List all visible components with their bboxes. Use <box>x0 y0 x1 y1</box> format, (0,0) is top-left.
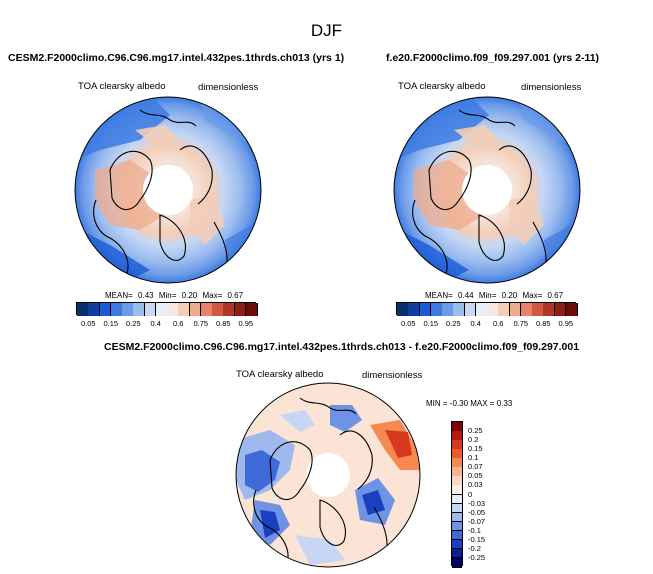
right-max-label: Max= <box>522 291 543 300</box>
colorbar-tick-label: 0.15 <box>423 319 439 328</box>
colorbar-tick-label: 0.05 <box>468 471 483 481</box>
colorbar-tick-label: 0.85 <box>215 319 231 328</box>
colorbar-tick-label: 0.4 <box>470 319 481 328</box>
colorbar-tick-label: 0.1 <box>468 453 479 463</box>
colorbar-tick-label: 0.75 <box>513 319 529 328</box>
right-colorbar: 0.05 0.15 0.25 0.4 0.6 0.75 0.85 0.95 <box>396 302 578 328</box>
left-units-label: dimensionless <box>198 82 259 93</box>
left-mean-label: MEAN= <box>105 291 133 300</box>
left-panel-title: CESM2.F2000climo.C96.C96.mg17.intel.432p… <box>8 52 345 64</box>
colorbar-tick-label: 0.6 <box>173 319 184 328</box>
diff-variable-label: TOA clearsky albedo <box>236 369 324 380</box>
colorbar-tick-label: 0.95 <box>238 319 254 328</box>
left-variable-label: TOA clearsky albedo <box>78 81 166 92</box>
colorbar-tick-label: 0.25 <box>445 319 461 328</box>
left-min-value: 0.20 <box>181 291 198 300</box>
colorbar-swatch <box>452 557 462 568</box>
right-variable-label: TOA clearsky albedo <box>398 81 486 92</box>
colorbar-tick-label: -0.03 <box>468 498 486 508</box>
colorbar-tick-label: 0.25 <box>125 319 141 328</box>
colorbar-tick-label: 0.75 <box>193 319 209 328</box>
colorbar-tick-label: 0.03 <box>468 480 483 490</box>
colorbar-tick-label: -0.05 <box>468 507 486 517</box>
left-min-label: Min= <box>158 291 177 300</box>
right-max-value: 0.67 <box>547 291 564 300</box>
colorbar-swatch <box>565 303 578 316</box>
right-units-label: dimensionless <box>521 82 582 93</box>
left-max-value: 0.67 <box>227 291 244 300</box>
right-mean-value: 0.44 <box>458 291 474 300</box>
right-min-label: Min= <box>478 291 497 300</box>
colorbar-tick-label: 0.25 <box>468 426 483 436</box>
colorbar-swatch <box>245 303 258 316</box>
left-mean-value: 0.43 <box>138 291 154 300</box>
colorbar-tick-label: -0.2 <box>468 543 481 553</box>
right-min-value: 0.20 <box>501 291 518 300</box>
colorbar-tick-label: 0.95 <box>558 319 574 328</box>
colorbar-tick-label: -0.1 <box>468 525 481 535</box>
colorbar-tick-label: 0.85 <box>535 319 551 328</box>
colorbar-tick-label: 0.15 <box>468 444 483 454</box>
colorbar-tick-label: -0.07 <box>468 516 486 526</box>
colorbar-tick-label: -0.15 <box>468 534 486 544</box>
right-stats: MEAN= 0.44 Min= 0.20 Max= 0.67 <box>425 291 563 300</box>
colorbar-tick-label: 0 <box>468 489 473 499</box>
colorbar-tick-label: 0.15 <box>103 319 119 328</box>
colorbar-tick-label: -0.25 <box>468 552 486 562</box>
diff-units-label: dimensionless <box>362 370 423 381</box>
colorbar-tick-label: 0.6 <box>493 319 504 328</box>
colorbar-tick-label: 0.05 <box>80 319 96 328</box>
left-stats: MEAN= 0.43 Min= 0.20 Max= 0.67 <box>105 291 243 300</box>
season-title: DJF <box>310 21 343 40</box>
colorbar-tick-label: 0.2 <box>468 435 479 445</box>
diff-minmax: MIN = -0.30 MAX = 0.33 <box>426 399 513 408</box>
colorbar-tick-label: 0.07 <box>468 462 483 472</box>
left-max-label: Max= <box>202 291 223 300</box>
right-panel-title: f.e20.F2000climo.f09_f09.297.001 (yrs 2-… <box>386 52 600 64</box>
diff-colorbar: 0.25 0.2 0.15 0.1 0.07 0.05 0.03 0 -0.03 -0.05 -0.… <box>451 421 485 568</box>
right-mean-label: MEAN= <box>425 291 453 300</box>
left-colorbar: 0.05 0.15 0.25 0.4 0.6 0.75 0.85 0.95 <box>76 302 258 328</box>
colorbar-tick-label: 0.05 <box>400 319 416 328</box>
colorbar-tick-label: 0.4 <box>150 319 161 328</box>
diff-panel-title: CESM2.F2000climo.C96.C96.mg17.intel.432p… <box>104 341 580 353</box>
